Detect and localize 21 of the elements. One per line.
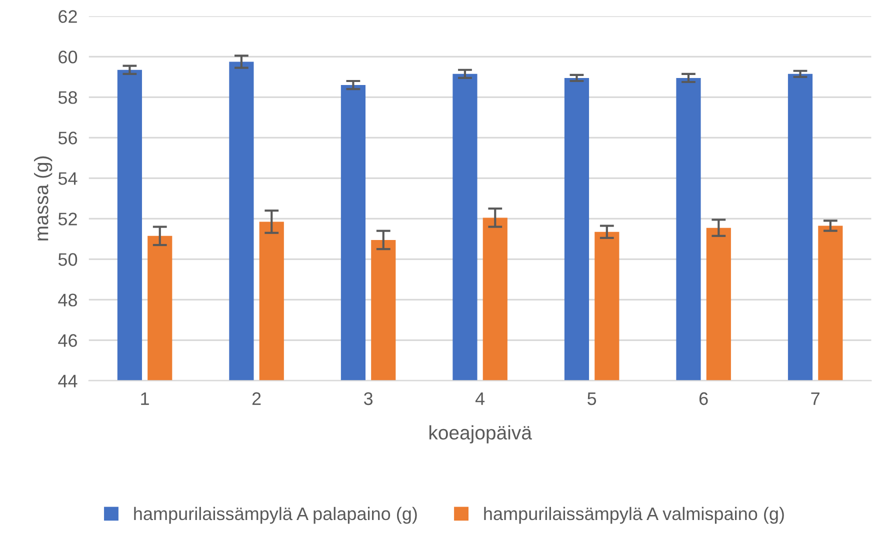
y-tick-label: 46 — [58, 334, 77, 347]
x-tick-label: 6 — [699, 392, 708, 406]
y-axis-title: massa (g) — [34, 156, 52, 240]
y-tick-label: 50 — [58, 253, 78, 266]
x-tick-label: 3 — [364, 392, 373, 406]
y-tick-label: 60 — [58, 50, 78, 64]
legend-label: hampurilaissämpylä A valmispaino (g) — [484, 506, 784, 524]
y-tick-label: 62 — [58, 10, 77, 23]
x-tick-label: 2 — [252, 392, 261, 405]
y-tick-label: 44 — [58, 374, 78, 388]
y-tick-label: 48 — [58, 294, 78, 306]
x-tick-label: 7 — [811, 392, 820, 405]
legend-label: hampurilaissämpylä A palapaino (g) — [134, 506, 417, 524]
y-tick-label: 58 — [58, 91, 78, 104]
x-axis-title: koeajopäivä — [429, 425, 532, 444]
x-tick-label: 1 — [141, 392, 149, 405]
x-tick-label: 5 — [588, 392, 596, 406]
y-tick-label: 54 — [58, 172, 78, 185]
x-tick-label: 4 — [475, 392, 485, 405]
y-tick-label: 52 — [58, 212, 77, 226]
y-tick-label: 56 — [58, 132, 77, 144]
